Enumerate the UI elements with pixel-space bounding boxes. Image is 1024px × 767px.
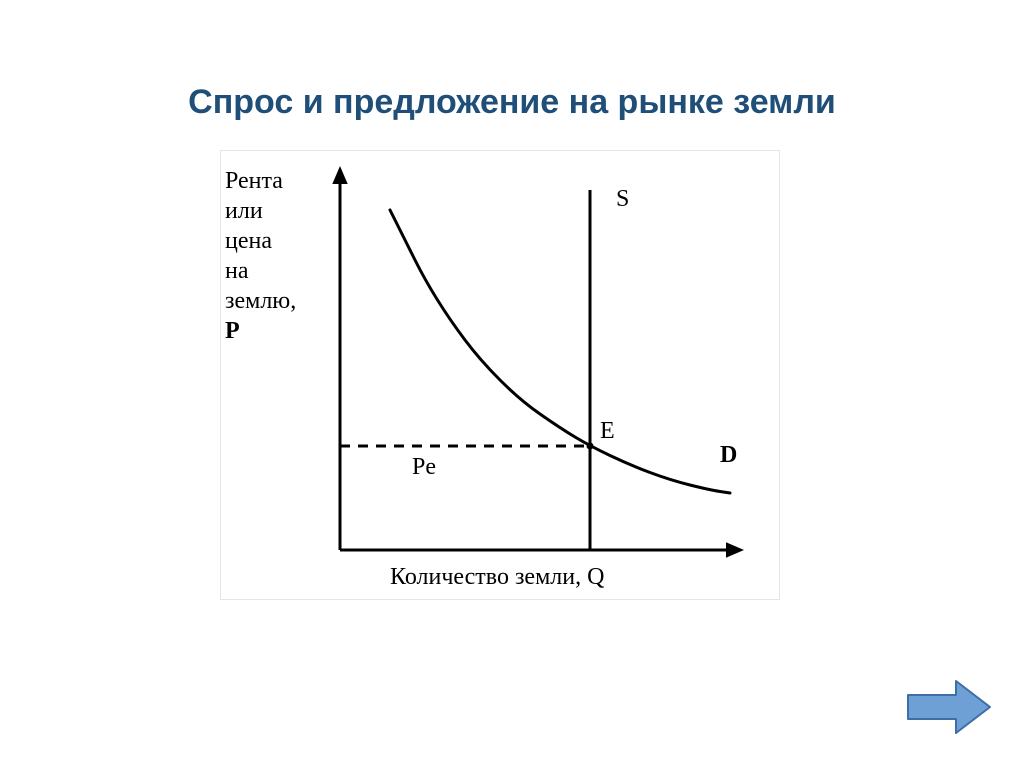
svg-text:Количество земли, Q: Количество земли, Q: [390, 564, 604, 590]
chart-svg: Рента или цена на землю, P Количество земли, Q…: [220, 150, 780, 620]
page-title: Спрос и предложение на рынке земли: [0, 83, 1024, 122]
svg-text:цена: цена: [225, 228, 272, 254]
arrow-right-icon: [904, 677, 994, 737]
svg-text:на: на: [225, 258, 249, 284]
svg-text:Pe: Pe: [412, 454, 436, 480]
slide: { "title": { "text": "Спрос и предложени…: [0, 0, 1024, 767]
svg-text:D: D: [720, 442, 737, 468]
svg-text:E: E: [600, 418, 615, 444]
svg-text:или: или: [225, 198, 263, 224]
svg-text:Рента: Рента: [225, 168, 283, 194]
svg-text:землю,: землю,: [225, 288, 296, 314]
next-button[interactable]: [904, 677, 994, 737]
supply-demand-chart: Рента или цена на землю, P Количество земли, Q…: [220, 150, 780, 620]
svg-text:S: S: [616, 186, 629, 212]
svg-text:P: P: [225, 318, 240, 344]
